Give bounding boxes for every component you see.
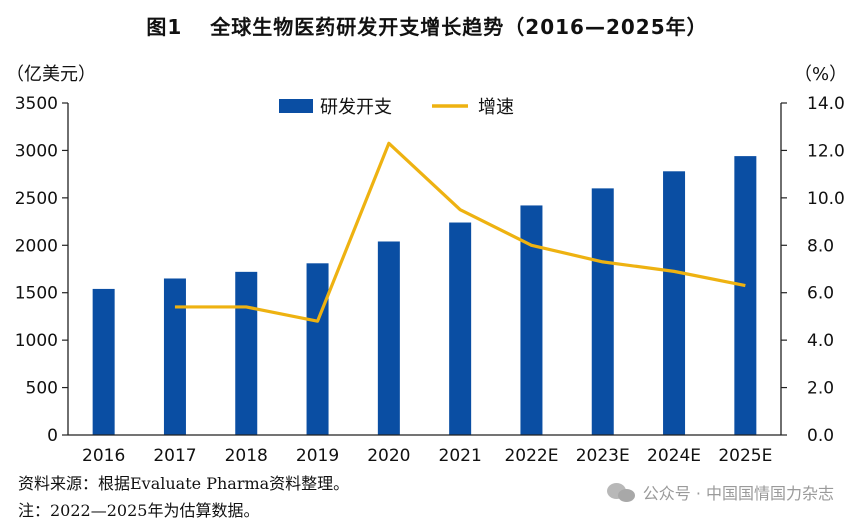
- bar: [306, 263, 329, 435]
- left-tick-label: 500: [26, 379, 58, 399]
- right-tick-label: 12.0: [807, 141, 845, 161]
- x-tick-label: 2018: [225, 446, 268, 466]
- x-tick-label: 2019: [296, 446, 339, 466]
- right-tick-label: 4.0: [807, 331, 834, 351]
- bar: [235, 271, 258, 435]
- figure-label: 图1: [146, 15, 183, 39]
- x-tick-label: 2021: [439, 446, 482, 466]
- left-tick-label: 3000: [15, 141, 58, 161]
- bar: [591, 188, 614, 435]
- left-tick-label: 3500: [15, 94, 58, 114]
- left-tick-label: 2500: [15, 189, 58, 209]
- right-tick-label: 0.0: [807, 426, 834, 446]
- wechat-icon: [606, 481, 637, 503]
- bar: [734, 156, 757, 435]
- left-tick-label: 1000: [15, 331, 58, 351]
- watermark-text: 公众号 · 中国国情国力杂志: [642, 484, 834, 503]
- bar: [377, 241, 400, 435]
- figure-title: 全球生物医药研发开支增长趋势（2016—2025年）: [210, 15, 708, 39]
- left-tick-label: 2000: [15, 236, 58, 256]
- estimate-note: 注：2022—2025年为估算数据。: [18, 501, 260, 520]
- right-tick-label: 6.0: [807, 284, 834, 304]
- bar: [520, 205, 543, 435]
- right-tick-label: 14.0: [807, 94, 845, 114]
- bar: [92, 288, 115, 435]
- right-tick-label: 10.0: [807, 189, 845, 209]
- bar: [163, 278, 186, 435]
- source-note: 资料来源：根据Evaluate Pharma资料整理。: [18, 474, 350, 493]
- x-tick-label: 2025E: [718, 446, 772, 466]
- legend-label-bar: 研发开支: [320, 97, 392, 118]
- bar: [449, 222, 472, 435]
- x-tick-label: 2022E: [504, 446, 558, 466]
- x-tick-label: 2016: [82, 446, 125, 466]
- x-tick-label: 2024E: [647, 446, 701, 466]
- right-tick-label: 2.0: [807, 379, 834, 399]
- right-tick-label: 8.0: [807, 236, 834, 256]
- legend-swatch-bar: [279, 99, 313, 113]
- chart-title: 图1 全球生物医药研发开支增长趋势（2016—2025年）: [0, 11, 854, 40]
- watermark: 公众号 · 中国国情国力杂志: [606, 480, 834, 504]
- x-tick-label: 2023E: [576, 446, 630, 466]
- right-axis-unit: （%）: [794, 64, 848, 85]
- left-tick-label: 1500: [15, 284, 58, 304]
- x-tick-label: 2017: [153, 446, 196, 466]
- bar: [663, 171, 686, 435]
- left-tick-label: 0: [47, 426, 58, 446]
- x-tick-label: 2020: [367, 446, 410, 466]
- left-axis-unit: （亿美元）: [6, 64, 96, 85]
- legend-label-line: 增速: [478, 97, 514, 118]
